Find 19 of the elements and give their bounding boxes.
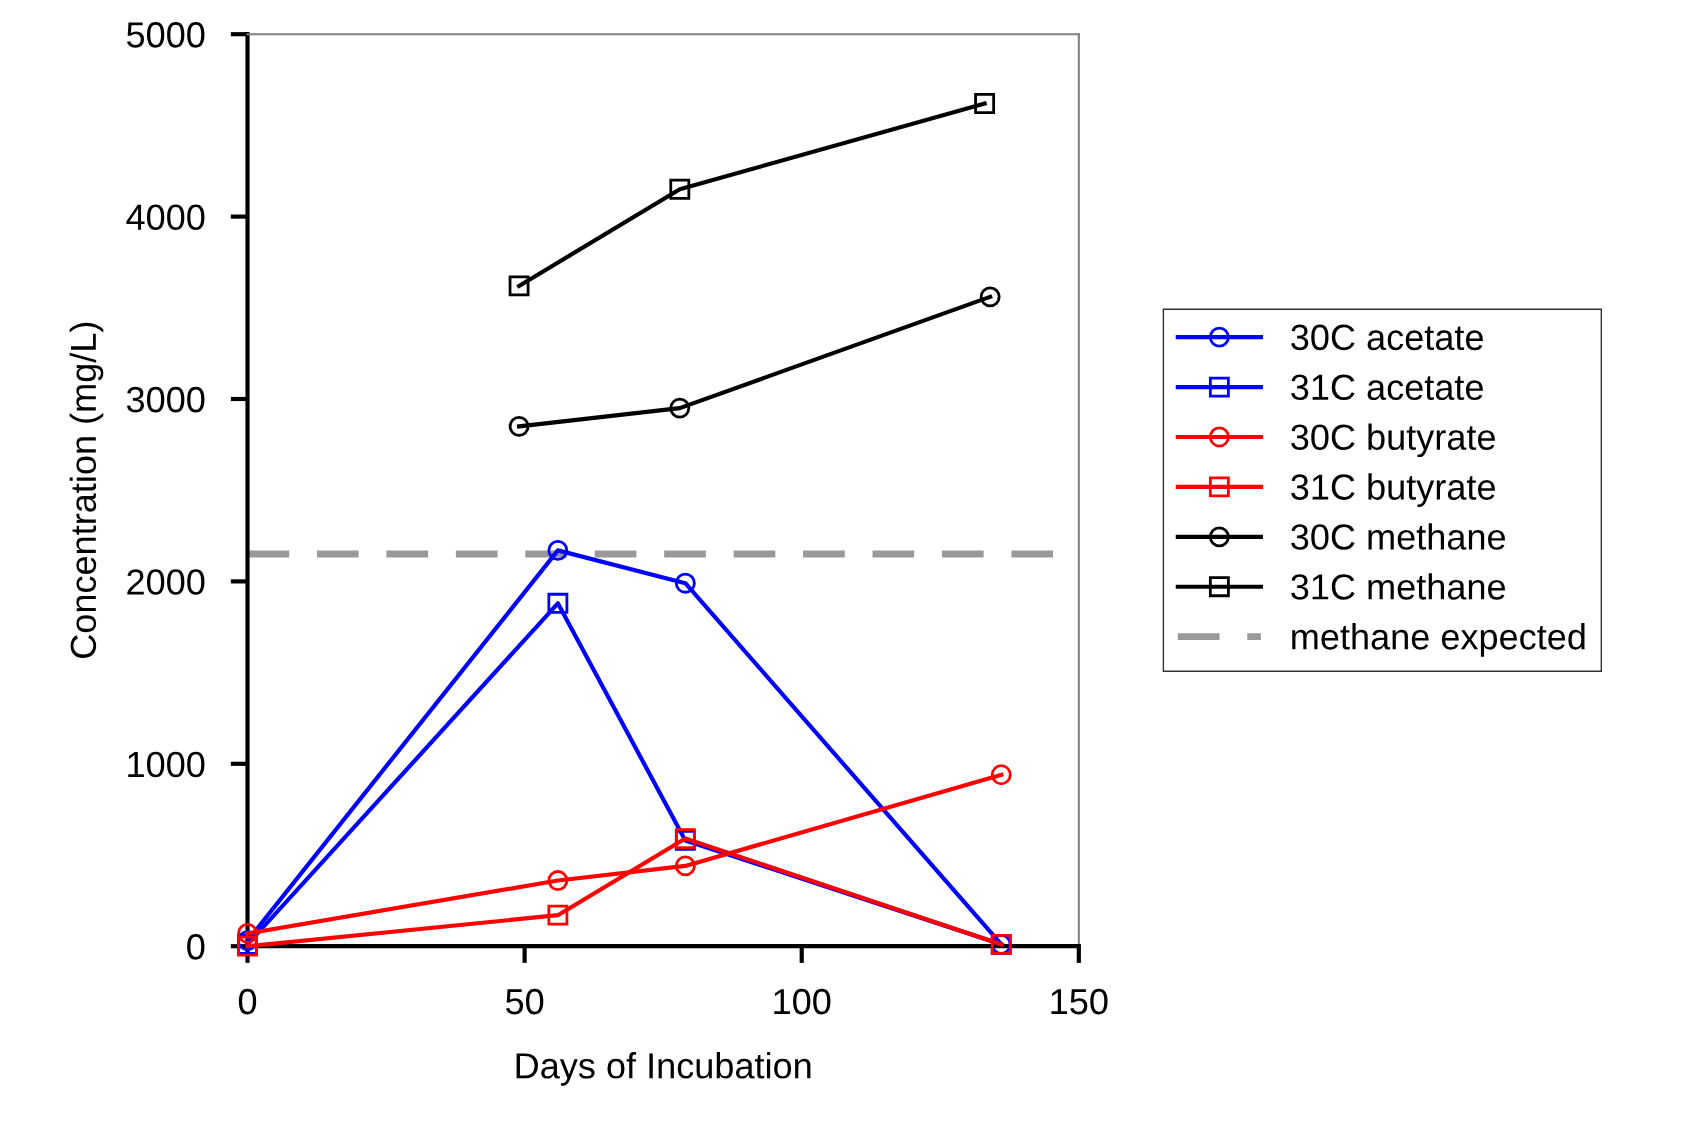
y-tick-label: 0 [187, 934, 205, 960]
y-tick-label: 2000 [127, 569, 205, 595]
y-tick-label: 4000 [126, 204, 205, 231]
x-axis-title: Days of Incubation [516, 1052, 811, 1086]
legend-label: 30C butyrate [1291, 423, 1495, 458]
legend-label: 30C methane [1291, 523, 1505, 550]
y-tick-label: 5000 [126, 22, 205, 48]
x-tick-label: 150 [1051, 988, 1108, 1015]
legend-label: 31C butyrate [1291, 473, 1495, 508]
y-tick-label: 1000 [128, 751, 205, 778]
y-tick-label: 3000 [126, 386, 205, 413]
x-tick-label: 100 [774, 988, 831, 1015]
y-axis-title: Concentration (mg/L) [69, 322, 104, 658]
legend-label: 31C acetate [1291, 374, 1483, 401]
legend-label: 31C methane [1291, 573, 1505, 600]
x-tick-label: 50 [505, 988, 544, 1015]
x-tick-label: 0 [238, 988, 257, 1015]
legend-label: methane expected [1292, 623, 1585, 657]
legend-label: 30C acetate [1291, 324, 1483, 351]
